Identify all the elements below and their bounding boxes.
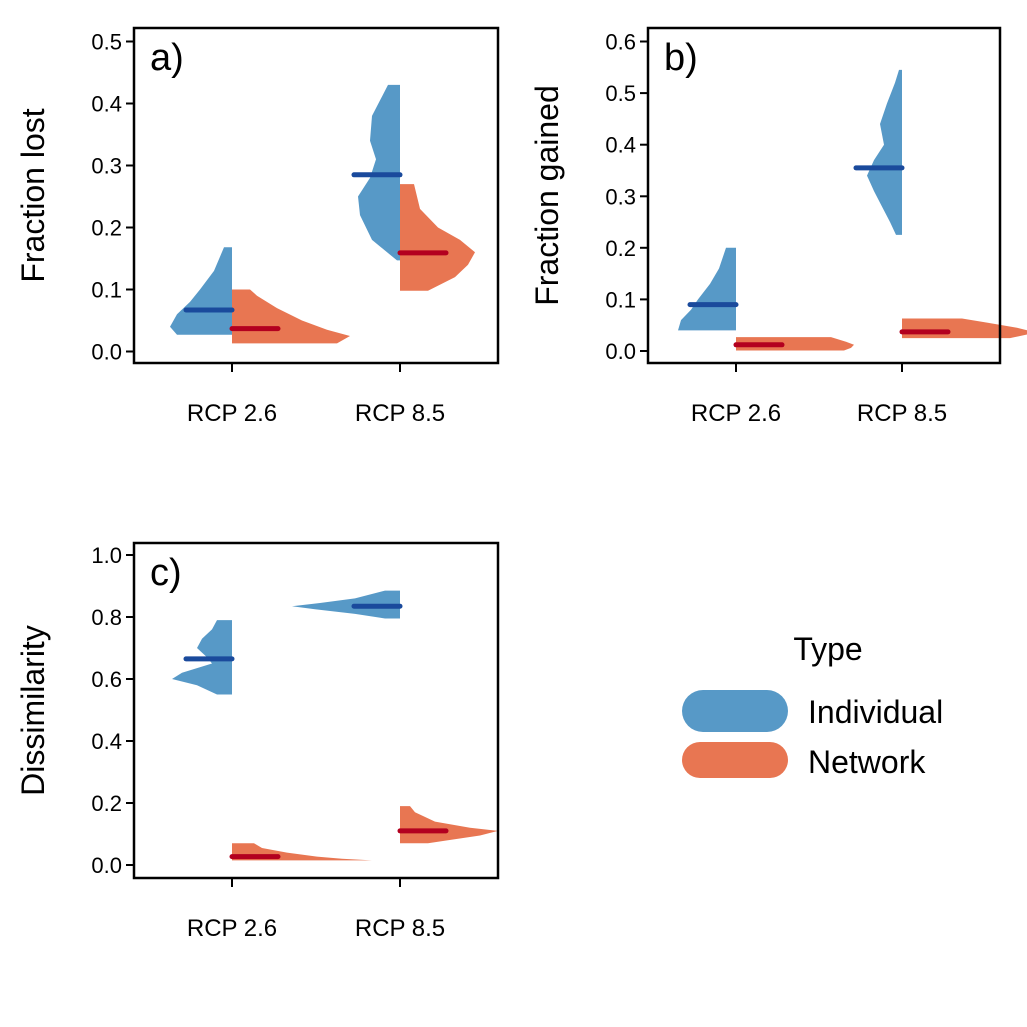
violin-network-rcp85 bbox=[902, 318, 1027, 339]
violin-network-rcp85 bbox=[400, 184, 475, 291]
x-tick-label: RCP 8.5 bbox=[355, 400, 445, 427]
legend-key-network bbox=[682, 742, 788, 778]
panel-label: b) bbox=[664, 37, 698, 79]
plot-frame bbox=[132, 26, 500, 365]
y-tick-label: 0.2 bbox=[91, 791, 122, 816]
y-tick-label: 0.6 bbox=[91, 667, 122, 692]
legend: Type Individual Network bbox=[682, 631, 943, 780]
violin-network-rcp26 bbox=[232, 289, 350, 344]
violin-individual-rcp26 bbox=[678, 247, 736, 331]
y-tick-label: 0.4 bbox=[605, 133, 636, 158]
y-tick-label: 0.1 bbox=[91, 278, 122, 303]
y-tick-label: 0.0 bbox=[91, 853, 122, 878]
violin-individual-rcp85 bbox=[867, 69, 902, 235]
legend-key-individual bbox=[682, 690, 788, 732]
y-tick-label: 0.0 bbox=[91, 340, 122, 365]
y-tick-label: 0.4 bbox=[91, 92, 122, 117]
y-tick-label: 0.4 bbox=[91, 729, 122, 754]
y-tick-label: 0.6 bbox=[605, 30, 636, 55]
x-tick-label: RCP 8.5 bbox=[857, 400, 947, 427]
y-tick-label: 0.2 bbox=[91, 216, 122, 241]
legend-title: Type bbox=[793, 631, 862, 667]
legend-label-network: Network bbox=[808, 744, 926, 780]
y-tick-label: 0.8 bbox=[91, 605, 122, 630]
y-tick-label: 0.5 bbox=[605, 81, 636, 106]
plot-frame bbox=[132, 541, 500, 880]
violin-individual-rcp85 bbox=[292, 590, 400, 619]
violin-individual-rcp26 bbox=[170, 247, 232, 335]
y-axis-title: Fraction lost bbox=[15, 108, 51, 282]
x-tick-label: RCP 2.6 bbox=[691, 400, 781, 427]
panel-label: c) bbox=[150, 552, 182, 594]
panel-label: a) bbox=[150, 37, 184, 79]
panel-3: 0.0 0.2 0.4 0.6 0.8 1.0 RCP 2.6 RCP 8.5 Dissimil… bbox=[15, 541, 500, 942]
y-tick-label: 0.5 bbox=[91, 30, 122, 55]
y-tick-label: 0.1 bbox=[605, 287, 636, 312]
y-tick-label: 0.3 bbox=[605, 184, 636, 209]
y-axis-title: Dissimilarity bbox=[15, 625, 51, 796]
y-tick-label: 0.2 bbox=[605, 236, 636, 261]
panel-1: 0.0 0.1 0.2 0.3 0.4 0.5 RCP 2.6 RCP 8.5 Fraction… bbox=[15, 26, 500, 427]
x-tick-label: RCP 2.6 bbox=[187, 915, 277, 942]
panel-2: 0.0 0.1 0.2 0.3 0.4 0.5 0.6 RCP 2.6 RCP 8.5 Fract… bbox=[529, 26, 1027, 427]
violin-individual-rcp26 bbox=[172, 620, 232, 695]
x-tick-label: RCP 2.6 bbox=[187, 400, 277, 427]
y-tick-label: 0.3 bbox=[91, 154, 122, 179]
y-tick-label: 1.0 bbox=[91, 543, 122, 568]
y-tick-label: 0.0 bbox=[605, 339, 636, 364]
legend-label-individual: Individual bbox=[808, 694, 943, 730]
y-axis-title: Fraction gained bbox=[529, 85, 565, 306]
violin-network-rcp85 bbox=[400, 806, 498, 844]
x-tick-label: RCP 8.5 bbox=[355, 915, 445, 942]
